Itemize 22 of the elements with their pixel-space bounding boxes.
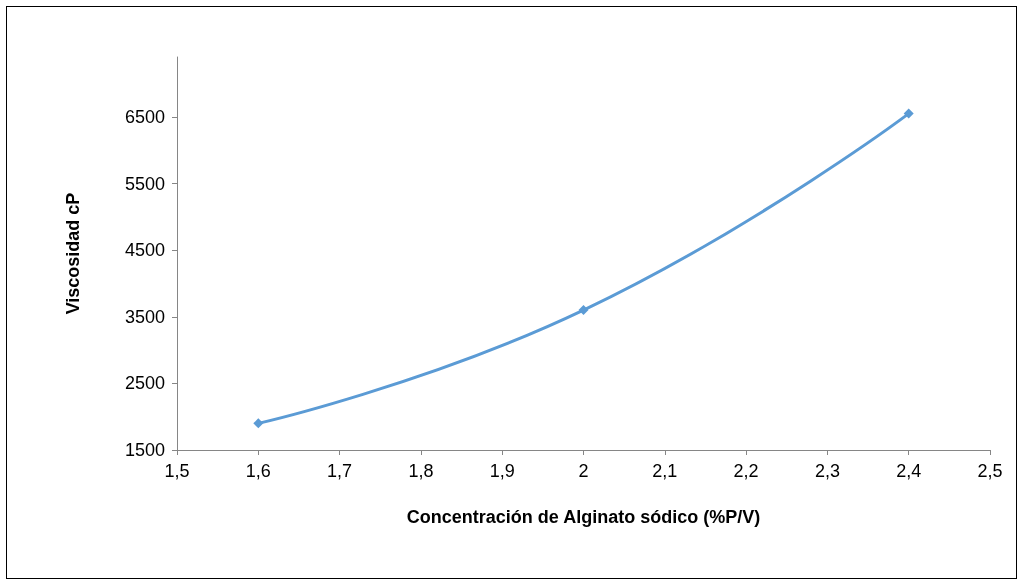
x-tick-label: 2,5: [977, 461, 1003, 481]
y-tick-label: 1500: [124, 440, 165, 460]
x-tick-label: 2,1: [652, 461, 678, 481]
x-tick-label: 1,7: [327, 461, 353, 481]
y-tick-label: 4500: [124, 240, 165, 261]
x-tick-label: 2,4: [896, 461, 922, 481]
y-axis-title: Viscosidad cP: [63, 192, 83, 315]
x-tick-label: 1,8: [408, 461, 434, 481]
y-tick-label: 5500: [124, 173, 165, 194]
y-tick-label: 2500: [124, 373, 165, 394]
x-tick-label: 2: [578, 461, 589, 481]
x-tick-label: 2,2: [733, 461, 759, 481]
x-tick-label: 1,6: [245, 461, 271, 481]
point: [578, 305, 589, 316]
x-tick-label: 2,3: [814, 461, 840, 481]
x-tick-label: 1,5: [164, 461, 190, 481]
y-tick-label: 6500: [124, 106, 165, 127]
point: [903, 108, 914, 119]
y-tick-label: 3500: [124, 306, 165, 327]
x-axis-title: Concentración de Alginato sódico (%P/V): [406, 507, 761, 527]
x-tick-label: 1,9: [489, 461, 515, 481]
point: [253, 418, 264, 429]
